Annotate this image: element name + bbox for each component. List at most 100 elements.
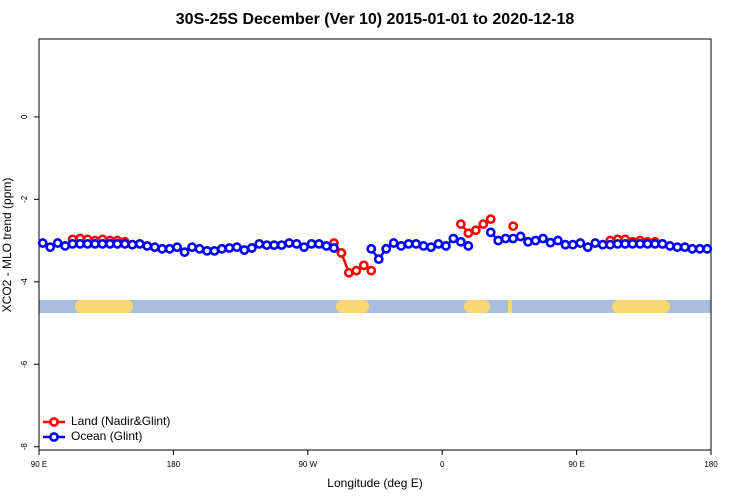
data-point xyxy=(448,233,459,244)
data-point xyxy=(530,235,541,246)
data-point xyxy=(291,238,302,249)
data-point xyxy=(605,239,616,250)
data-point xyxy=(403,238,414,249)
y-axis-label: XCO2 - MLO trend (ppm) xyxy=(0,178,14,313)
chart-title: 30S-25S December (Ver 10) 2015-01-01 to … xyxy=(176,11,575,28)
data-point xyxy=(276,240,287,251)
data-point xyxy=(269,240,280,251)
data-point xyxy=(217,243,227,254)
data-point xyxy=(672,242,683,253)
data-point xyxy=(485,227,496,238)
land-band xyxy=(336,300,369,313)
data-point xyxy=(112,238,123,249)
data-point xyxy=(187,242,197,253)
y-tick-label: 0 xyxy=(20,114,29,119)
data-point xyxy=(560,239,571,250)
data-point xyxy=(194,243,205,254)
data-point xyxy=(694,243,705,254)
data-point xyxy=(620,238,631,249)
data-point xyxy=(142,241,153,251)
data-point xyxy=(553,235,563,246)
data-point xyxy=(455,236,466,247)
data-point xyxy=(366,265,377,276)
data-point xyxy=(149,242,160,253)
y-tick-label: -2 xyxy=(20,195,29,203)
data-point xyxy=(172,242,183,253)
data-point xyxy=(224,243,235,253)
y-tick-label: -8 xyxy=(20,443,29,451)
data-point xyxy=(209,245,220,256)
legend-label: Ocean (Glint) xyxy=(71,429,142,443)
data-point xyxy=(455,219,466,229)
data-point xyxy=(254,238,265,249)
data-point xyxy=(463,228,474,239)
data-point xyxy=(478,219,489,229)
data-point xyxy=(299,242,309,253)
data-point xyxy=(60,241,71,251)
data-point xyxy=(97,238,108,249)
data-point xyxy=(508,233,519,244)
data-point xyxy=(702,243,713,254)
data-point xyxy=(179,247,190,258)
data-point xyxy=(538,233,548,244)
y-tick-label: -6 xyxy=(20,360,29,368)
data-point xyxy=(119,238,130,249)
data-point xyxy=(336,248,347,258)
data-point xyxy=(239,245,250,255)
data-point xyxy=(164,243,175,254)
data-point xyxy=(231,242,242,253)
data-point xyxy=(493,235,504,246)
data-point xyxy=(261,240,272,251)
x-axis-label: Longitude (deg E) xyxy=(327,476,422,490)
data-point xyxy=(134,238,145,249)
x-tick-label: 180 xyxy=(704,460,718,469)
data-point xyxy=(67,238,78,249)
data-point xyxy=(75,238,85,249)
data-point xyxy=(329,243,339,253)
x-tick-label: 0 xyxy=(440,460,445,469)
data-point xyxy=(314,238,324,249)
data-point xyxy=(627,238,638,249)
x-tick-label: 90 E xyxy=(568,460,584,469)
data-point xyxy=(396,241,407,251)
data-point xyxy=(381,243,392,254)
data-point xyxy=(202,245,212,256)
data-point xyxy=(567,239,578,250)
data-point xyxy=(582,242,593,253)
land-band xyxy=(508,300,512,313)
data-point xyxy=(246,243,257,253)
data-point xyxy=(157,243,168,254)
surface-band xyxy=(39,300,711,313)
data-point xyxy=(665,241,675,251)
data-point xyxy=(500,233,511,244)
data-point xyxy=(306,238,317,249)
legend-label: Land (Nadir&Glint) xyxy=(71,414,170,428)
data-point xyxy=(657,238,668,249)
data-point xyxy=(650,238,660,249)
data-point xyxy=(52,238,63,248)
data-point xyxy=(351,265,362,276)
data-point xyxy=(687,243,698,254)
x-tick-label: 90 W xyxy=(298,460,317,469)
data-point xyxy=(642,238,653,249)
data-point xyxy=(508,221,519,232)
data-point xyxy=(590,238,601,248)
data-point xyxy=(612,238,623,249)
y-tick-label: -4 xyxy=(20,278,29,286)
data-point xyxy=(90,238,100,249)
ocean-band xyxy=(39,300,711,313)
data-point xyxy=(441,241,451,251)
legend-marker xyxy=(49,432,59,442)
land-band xyxy=(612,300,670,313)
data-point xyxy=(358,260,369,271)
land-band xyxy=(75,300,133,313)
data-point xyxy=(426,242,436,253)
data-point xyxy=(515,231,526,242)
data-point xyxy=(470,225,481,236)
data-point xyxy=(343,267,354,278)
data-point xyxy=(127,239,138,250)
data-point xyxy=(545,237,556,248)
data-point xyxy=(418,241,429,251)
data-point xyxy=(597,239,608,250)
